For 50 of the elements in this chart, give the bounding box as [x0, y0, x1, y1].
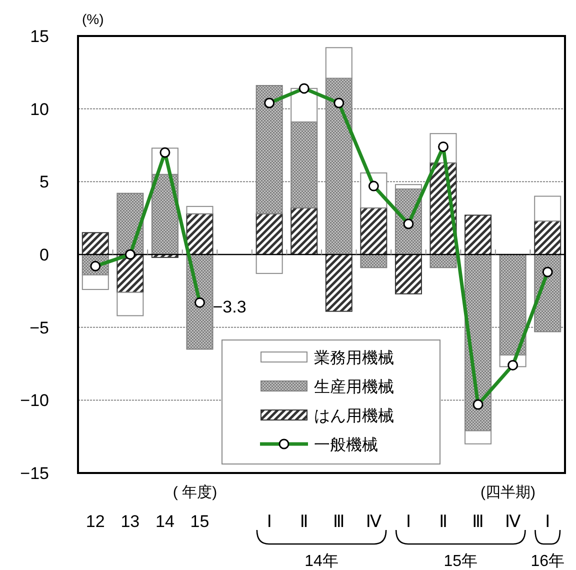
bar — [360, 254, 388, 268]
x-tick-label: Ⅲ — [333, 512, 345, 531]
bar — [464, 430, 492, 444]
y-tick-label: 15 — [30, 27, 49, 46]
data-label: −3.3 — [212, 298, 246, 317]
x-tick-label: Ⅱ — [439, 512, 448, 531]
x-tick-label: Ⅲ — [472, 512, 484, 531]
bar — [256, 254, 283, 274]
y-tick-label: 5 — [40, 172, 49, 192]
x-tick-label: Ⅳ — [504, 512, 521, 531]
text: 16年 — [530, 553, 565, 570]
bar — [464, 214, 492, 255]
text: ( 年度) — [172, 484, 218, 501]
legend-label: 生産用機械 — [314, 378, 394, 396]
x-tick-label: Ⅳ — [366, 512, 382, 531]
bar — [325, 47, 352, 79]
x-tick-label: Ⅰ — [406, 512, 411, 531]
bar — [430, 254, 457, 268]
x-tick-label: 14 — [156, 512, 174, 531]
y-tick-label: −5 — [30, 318, 49, 338]
bar — [82, 274, 109, 290]
bar — [82, 232, 109, 255]
bar — [290, 207, 318, 255]
text: 15年 — [444, 553, 478, 570]
x-tick-label: 12 — [86, 512, 105, 531]
bar — [186, 213, 214, 255]
x-tick-label: Ⅰ — [545, 512, 550, 531]
x-tick-label: Ⅰ — [266, 512, 272, 531]
bar — [325, 254, 352, 312]
y-tick-label: −10 — [20, 391, 49, 410]
legend-label: 一般機械 — [314, 436, 378, 454]
y-tick-label: −15 — [20, 464, 49, 483]
text: 14年 — [304, 553, 338, 570]
y-tick-label: 10 — [30, 100, 49, 119]
bar — [360, 207, 388, 255]
bar — [534, 220, 562, 255]
text: (四半期) — [480, 484, 536, 501]
bar — [256, 213, 283, 255]
x-tick-label: 15 — [190, 512, 210, 531]
bar — [394, 184, 422, 190]
y-tick-label: 0 — [40, 246, 49, 264]
y-axis-title: (%) — [82, 11, 104, 27]
x-tick-label: Ⅱ — [300, 512, 308, 531]
bar — [534, 196, 562, 222]
bar — [186, 206, 214, 214]
bar — [394, 254, 422, 294]
x-tick-label: 13 — [120, 512, 140, 531]
legend-label: はん用機械 — [314, 407, 394, 425]
bar — [116, 292, 144, 316]
legend-label: 業務用機械 — [314, 349, 394, 367]
